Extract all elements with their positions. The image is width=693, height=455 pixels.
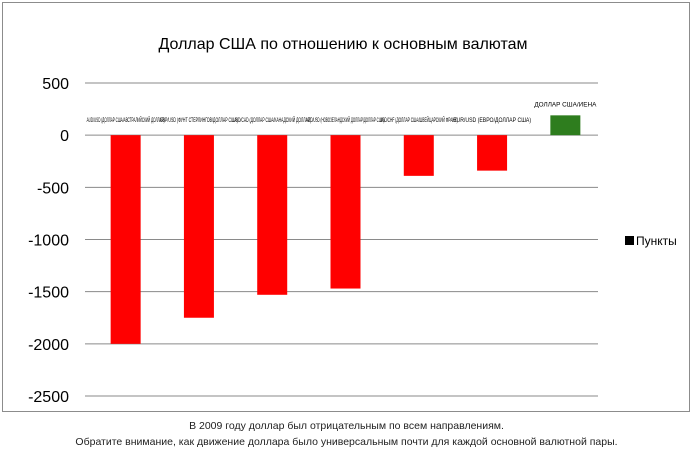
y-axis-ticks: 500 0 -500 -1000 -1500 -2000 -2500 <box>28 76 69 406</box>
y-tick-label: 500 <box>42 76 69 93</box>
category-label: AUD/USD (ДОЛЛАР США/АВСТРАЛИЙСКИЙ ДОЛЛАР… <box>87 116 165 124</box>
legend-label: Пункты <box>636 234 677 248</box>
category-label: ДОЛЛАР США/ИЕНА <box>534 102 596 108</box>
y-tick-label: -2500 <box>28 389 69 406</box>
bars <box>110 115 581 344</box>
bar <box>257 135 288 295</box>
bar <box>183 135 214 318</box>
bar <box>403 135 434 176</box>
chart-frame: Доллар США по отношению к основным валют… <box>2 2 690 412</box>
y-tick-label: -1500 <box>28 285 69 302</box>
bar <box>550 115 581 136</box>
bar <box>330 135 361 289</box>
category-label: USD/CAD (ДОЛЛАР США/КАНАДСКИЙ ДОЛЛАР) <box>233 116 311 124</box>
legend-swatch <box>625 236 634 245</box>
category-labels: AUD/USD (ДОЛЛАР США/АВСТРАЛИЙСКИЙ ДОЛЛАР… <box>87 102 597 124</box>
y-tick-label: -2000 <box>28 337 69 354</box>
chart-title: Доллар США по отношению к основным валют… <box>159 36 528 53</box>
bar <box>110 135 141 344</box>
category-label: EUR/USD (ЕВРО/ДОЛЛАР США) <box>453 118 531 124</box>
chart-caption: В 2009 году доллар был отрицательным по … <box>0 418 693 450</box>
category-label: GBP/USD (ФУНТ СТЕРЛИНГОВ/ДОЛЛАР США) <box>160 118 238 124</box>
y-tick-label: 0 <box>60 128 69 145</box>
bar <box>477 135 508 171</box>
bar-chart: Доллар США по отношению к основным валют… <box>28 36 677 406</box>
y-tick-label: -1000 <box>28 233 69 250</box>
category-label: USD/CHF (ДОЛЛАР США/ШВЕЙЦАРСКИЙ ФРАНК) <box>380 116 458 124</box>
legend: Пункты <box>625 234 677 248</box>
caption-line-2: Обратите внимание, как движение доллара … <box>75 436 618 448</box>
caption-line-1: В 2009 году доллар был отрицательным по … <box>189 420 504 432</box>
y-tick-label: -500 <box>37 180 69 197</box>
category-label: NZD/USD (НОВОЗЕЛАНДСКИЙ ДОЛЛАР/ДОЛЛАР СШ… <box>307 116 385 124</box>
